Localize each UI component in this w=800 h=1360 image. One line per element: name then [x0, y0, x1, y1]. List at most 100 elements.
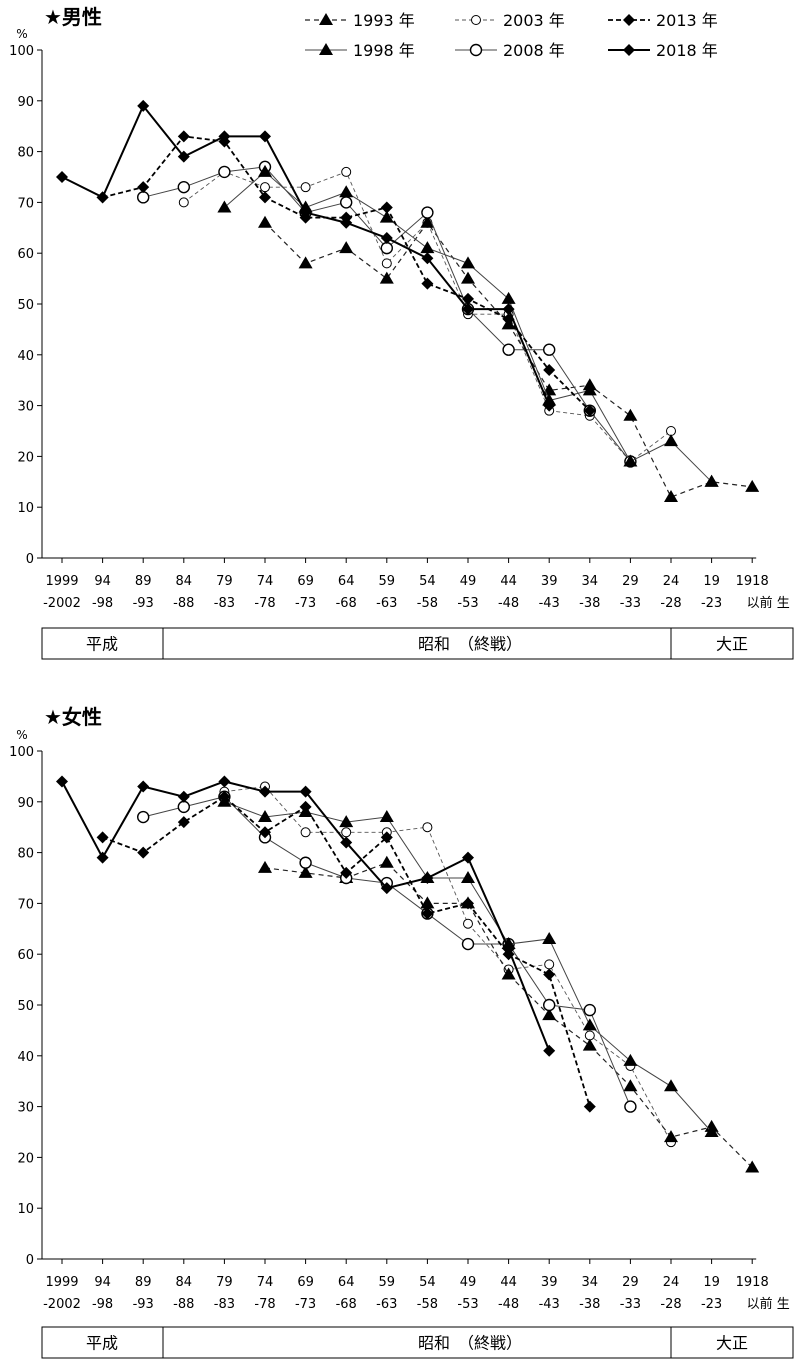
data-point	[543, 343, 556, 356]
data-point	[623, 408, 638, 421]
data-point	[258, 164, 272, 177]
data-point	[259, 191, 271, 204]
legend-label: 1993 年	[353, 11, 415, 30]
legend-marker	[623, 14, 635, 26]
legend-label: 2008 年	[503, 41, 565, 60]
data-point	[137, 99, 150, 112]
data-point	[462, 851, 474, 864]
y-tick-label: 100	[9, 44, 34, 59]
data-point	[542, 393, 557, 406]
series-line	[224, 786, 672, 1143]
y-tick-label: 40	[17, 1050, 34, 1065]
x-tick-label: -88	[173, 1297, 194, 1312]
y-tick-label: 90	[17, 796, 34, 811]
series-1998	[217, 164, 719, 487]
x-tick-label: 39	[541, 574, 558, 589]
data-point	[379, 855, 394, 868]
series-line	[224, 801, 712, 1133]
x-tick-label: 24	[663, 1275, 680, 1290]
data-point	[502, 343, 515, 356]
x-tick-label: -58	[417, 1297, 438, 1312]
series-2018	[56, 99, 556, 412]
x-tick-label: -63	[376, 1297, 397, 1312]
data-point	[745, 1160, 760, 1173]
data-point	[340, 866, 353, 879]
era-showa-label: 昭和 （終戦）	[418, 1334, 522, 1353]
x-tick-label: 79	[216, 1275, 233, 1290]
x-tick-label: 79	[216, 574, 233, 589]
x-tick-label: -68	[336, 1297, 357, 1312]
data-point	[299, 206, 312, 219]
data-point	[381, 258, 392, 269]
y-tick-label: 30	[17, 400, 34, 415]
x-tick-label: -23	[701, 596, 722, 611]
x-tick-label: 24	[663, 574, 680, 589]
y-tick-label: 10	[17, 501, 34, 516]
x-tick-label: 1999	[45, 574, 78, 589]
x-tick-label: 44	[500, 574, 517, 589]
x-tick-label: -43	[539, 1297, 560, 1312]
data-point	[502, 943, 515, 956]
series-1993	[258, 855, 760, 1173]
x-tick-label: -83	[214, 1297, 235, 1312]
y-tick-label: 60	[17, 247, 34, 262]
data-point	[461, 871, 475, 883]
data-point	[136, 810, 150, 824]
data-point	[56, 171, 68, 183]
data-point	[583, 1003, 596, 1017]
data-point	[379, 210, 394, 223]
x-tick-label: 49	[460, 574, 477, 589]
legend-marker	[623, 44, 635, 56]
era-bar: 平成 昭和 （終戦） 大正	[41, 627, 794, 660]
y-tick-label: 70	[17, 196, 34, 211]
era-bar: 平成 昭和 （終戦） 大正	[41, 1326, 794, 1359]
y-tick-label: 20	[17, 1151, 34, 1166]
data-point	[177, 800, 191, 814]
data-point	[379, 271, 394, 284]
y-tick-label: 0	[26, 1253, 34, 1268]
x-tick-label: 29	[622, 574, 639, 589]
y-tick-label: 90	[17, 95, 34, 110]
data-point	[462, 292, 474, 305]
data-point	[299, 800, 312, 813]
data-point	[421, 872, 434, 884]
x-tick-label: 74	[257, 574, 274, 589]
era-bar-frame	[41, 627, 794, 660]
legend-item: 2008 年	[455, 41, 565, 60]
data-point	[501, 967, 516, 980]
series-2003	[219, 781, 676, 1148]
y-tick-label: 50	[17, 999, 34, 1014]
data-point	[421, 907, 434, 920]
data-point	[380, 201, 393, 214]
data-point	[300, 827, 311, 838]
x-tick-label: 1999	[45, 1275, 78, 1290]
data-point	[218, 790, 231, 803]
x-tick-label: -93	[133, 1297, 154, 1312]
data-point	[664, 434, 678, 447]
x-tick-label: 89	[135, 1275, 152, 1290]
chart-title: ★男性	[44, 5, 102, 29]
data-point	[623, 1053, 638, 1066]
data-point	[339, 185, 354, 198]
x-tick-label: -88	[173, 596, 194, 611]
data-point	[137, 181, 150, 194]
x-tick-label: 94	[94, 574, 111, 589]
y-tick-label: 100	[9, 745, 34, 760]
x-tick-label: 49	[460, 1275, 477, 1290]
data-point	[177, 816, 190, 829]
y-tick-label: 70	[17, 897, 34, 912]
data-point	[461, 937, 475, 951]
data-point	[543, 968, 556, 981]
legend-marker	[319, 13, 333, 25]
x-tick-label: -68	[336, 596, 357, 611]
legend-item: 1993 年	[305, 11, 415, 30]
data-point	[96, 191, 109, 204]
legend-marker	[469, 43, 483, 57]
data-point	[260, 182, 270, 193]
x-tick-label: 39	[541, 1275, 558, 1290]
data-point	[218, 165, 231, 179]
data-point	[299, 856, 312, 869]
y-tick-label: 50	[17, 298, 34, 313]
legend-item: 2018 年	[608, 41, 718, 60]
